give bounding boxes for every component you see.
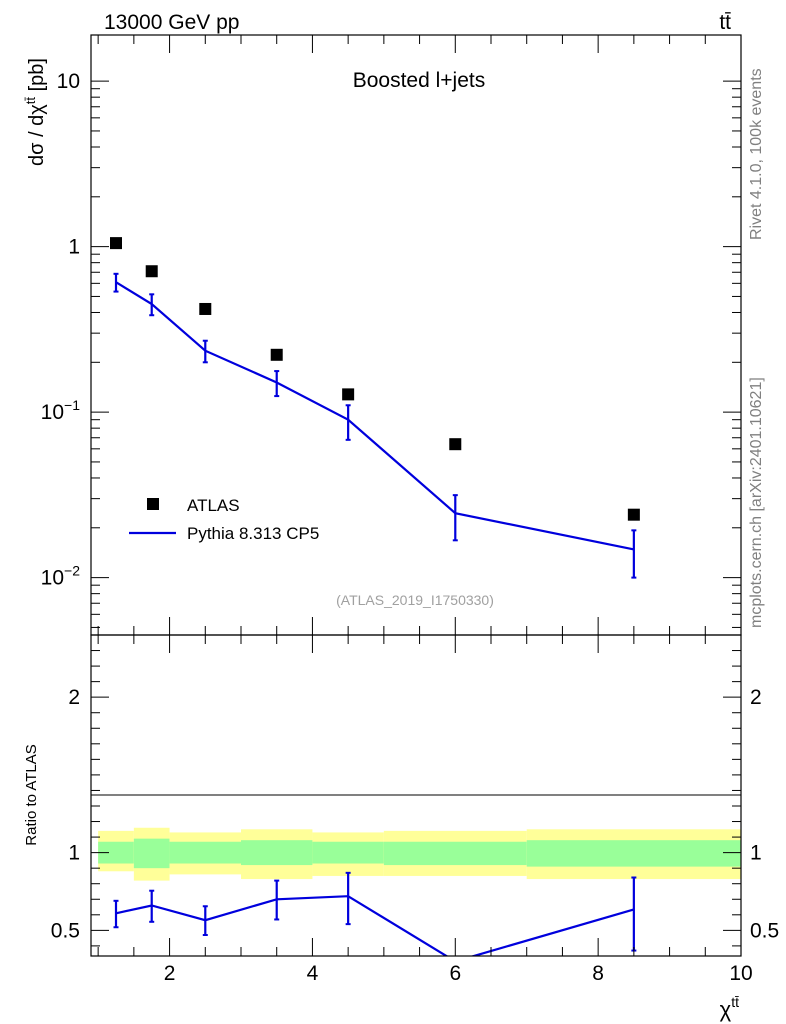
main-y-axis-label: dσ / dχtt̄ [pb]	[23, 58, 48, 166]
atlas-data-point	[342, 388, 355, 401]
ratio-plot-panel: 0.5 0.5 1 1 2 2 2 4 6 8 10 Ratio to ATLAS χtt̄	[23, 634, 779, 1022]
main-plot-title: Boosted l+jets	[353, 69, 486, 92]
ratio-y-tick-label-right: 2	[750, 686, 762, 709]
atlas-data-point	[627, 508, 640, 521]
legend-pythia-label: Pythia 8.313 CP5	[187, 524, 319, 543]
ratio-band-inner	[133, 838, 170, 869]
ratio-band-inner	[526, 840, 741, 867]
main-y-tick-label: 1	[68, 236, 80, 259]
atlas-data-point	[449, 438, 462, 451]
x-tick-label: 10	[729, 962, 752, 985]
ratio-line	[115, 895, 635, 956]
ratio-band-inner	[383, 841, 527, 866]
ratio-y-tick-label-left: 2	[68, 686, 80, 709]
atlas-data-point	[270, 348, 283, 361]
ratio-plot-frame	[90, 634, 742, 957]
ratio-band-inner	[241, 840, 313, 866]
main-y-tick-label: 10−2	[41, 563, 81, 590]
atlas-data-point	[110, 237, 122, 250]
process-label: tt̄	[719, 11, 731, 34]
legend: ATLAS Pythia 8.313 CP5	[129, 496, 319, 543]
ratio-band-inner	[312, 841, 384, 864]
x-tick-label: 6	[449, 962, 461, 985]
ratio-band-inner	[169, 841, 241, 864]
ratio-y-tick-label-left: 1	[68, 842, 80, 865]
watermark: (ATLAS_2019_I1750330)	[336, 592, 494, 608]
main-y-tick-label: 10	[57, 70, 80, 93]
legend-atlas-marker	[147, 498, 159, 510]
ratio-y-tick-label-right: 0.5	[750, 919, 779, 942]
ratio-y-tick-label-right: 1	[750, 842, 762, 865]
ratio-band-inner	[98, 841, 134, 864]
legend-atlas-label: ATLAS	[187, 496, 240, 515]
rivet-label: Rivet 4.1.0, 100k events	[748, 68, 765, 240]
x-axis-label: χtt̄	[720, 994, 739, 1022]
x-tick-label: 2	[164, 962, 176, 985]
energy-label: 13000 GeV pp	[104, 11, 239, 34]
x-tick-label: 4	[307, 962, 319, 985]
ratio-y-tick-label-left: 0.5	[51, 919, 80, 942]
main-y-tick-label: 10−1	[41, 397, 81, 424]
atlas-data-point	[145, 265, 158, 278]
ratio-series	[113, 871, 637, 956]
x-tick-label: 8	[592, 962, 604, 985]
ratio-y-axis-label: Ratio to ATLAS	[23, 744, 40, 845]
main-plot-panel: 10−2 10−1 1 10 Boosted l+jets (ATLAS_2019_I…	[23, 34, 742, 636]
atlas-data-point	[199, 302, 212, 315]
source-label: mcplots.cern.ch [arXiv:2401.10621]	[748, 377, 765, 628]
